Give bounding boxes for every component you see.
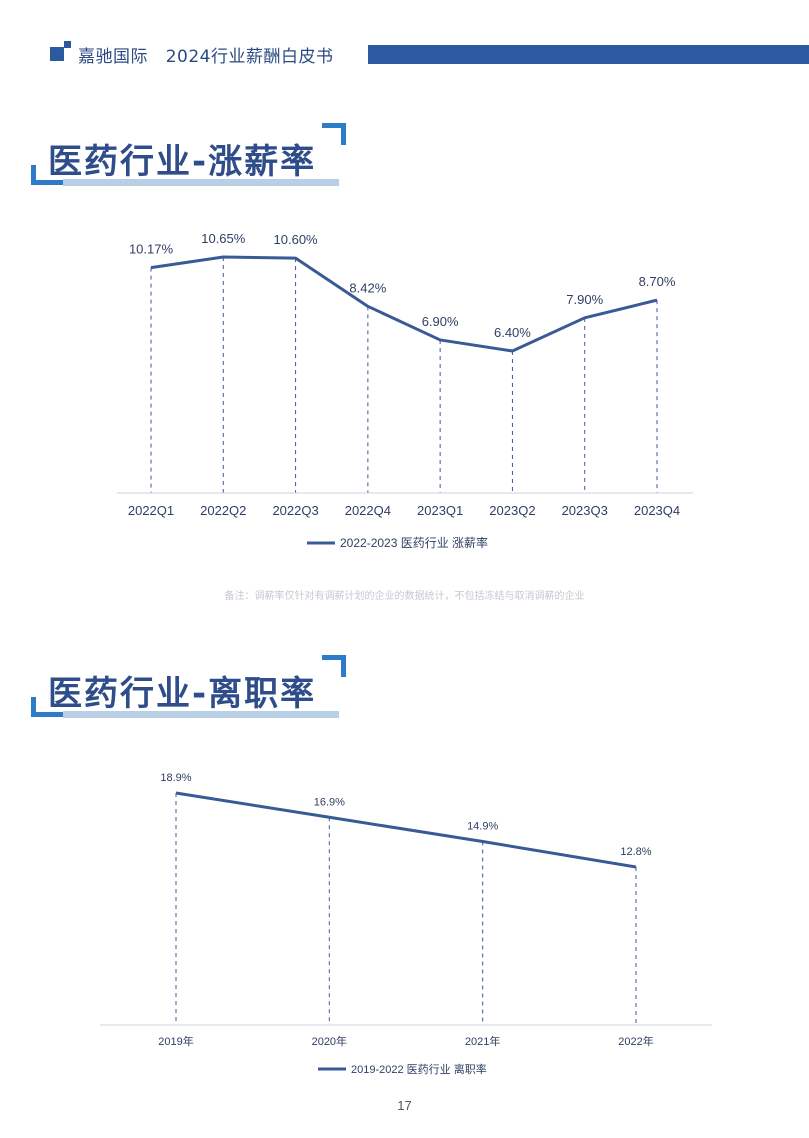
title-corner-top-right [322, 655, 346, 660]
raise-rate-chart: 10.17% 10.65% 10.60% 8.42% 6.90% 6.40% 7.90% 8.… [117, 231, 693, 550]
x-tick-label: 2022年 [618, 1034, 653, 1048]
data-label: 10.17% [129, 242, 174, 257]
series-line [150, 255, 658, 353]
title-underbar [63, 711, 339, 718]
x-tick-label: 2023Q1 [417, 503, 463, 518]
page-number: 17 [397, 1098, 412, 1113]
legend-label: 2022-2023 医药行业 涨薪率 [340, 535, 488, 550]
header-logo-mark [50, 47, 64, 61]
title-underbar [63, 179, 339, 186]
series-line [175, 791, 637, 869]
section-title-turnover-rate: 医药行业-离职率 [48, 674, 317, 714]
header-logo-mark-small [64, 41, 71, 48]
x-tick-label: 2022Q2 [200, 503, 246, 518]
header-report-title: 2024行业薪酬白皮书 [165, 47, 334, 67]
title-corner-top-right-v [341, 655, 346, 677]
x-tick-label: 2020年 [312, 1034, 347, 1048]
x-tick-label: 2023Q4 [634, 503, 680, 518]
title-corner-bottom-left [31, 712, 63, 717]
data-label: 18.9% [160, 772, 191, 784]
data-label: 14.9% [467, 821, 498, 833]
title-corner-bottom-left [31, 180, 63, 185]
data-label: 8.42% [349, 280, 386, 295]
data-label: 6.40% [494, 325, 531, 340]
x-tick-label: 2023Q3 [562, 503, 608, 518]
x-tick-label: 2022Q4 [345, 503, 391, 518]
title-corner-bottom-left-v [31, 165, 36, 185]
header-bar [368, 45, 809, 64]
legend-label: 2019-2022 医药行业 离职率 [351, 1062, 487, 1076]
data-label: 16.9% [314, 796, 345, 808]
x-tick-label: 2023Q2 [489, 503, 535, 518]
header-title: 嘉驰国际 2024行业薪酬白皮书 [78, 42, 333, 67]
data-label: 8.70% [639, 274, 676, 289]
data-label: 12.8% [620, 846, 651, 858]
data-label: 10.65% [201, 231, 246, 246]
footnote: 备注：调薪率仅针对有调薪计划的企业的数据统计，不包括冻结与取消调薪的企业 [224, 591, 585, 602]
data-label: 10.60% [274, 232, 319, 247]
title-corner-top-right [322, 123, 346, 128]
data-label: 7.90% [566, 292, 603, 307]
x-tick-label: 2019年 [158, 1034, 193, 1048]
x-tick-label: 2021年 [465, 1034, 500, 1048]
x-tick-label: 2022Q1 [128, 503, 174, 518]
header-brand: 嘉驰国际 [78, 47, 148, 67]
x-tick-label: 2022Q3 [272, 503, 318, 518]
title-corner-bottom-left-v [31, 697, 36, 717]
data-label: 6.90% [422, 314, 459, 329]
title-corner-top-right-v [341, 123, 346, 145]
section-title-raise-rate: 医药行业-涨薪率 [48, 142, 317, 182]
turnover-rate-chart: 18.9% 16.9% 14.9% 12.8% 2019年 2020年 2021年 2022… [100, 772, 712, 1076]
